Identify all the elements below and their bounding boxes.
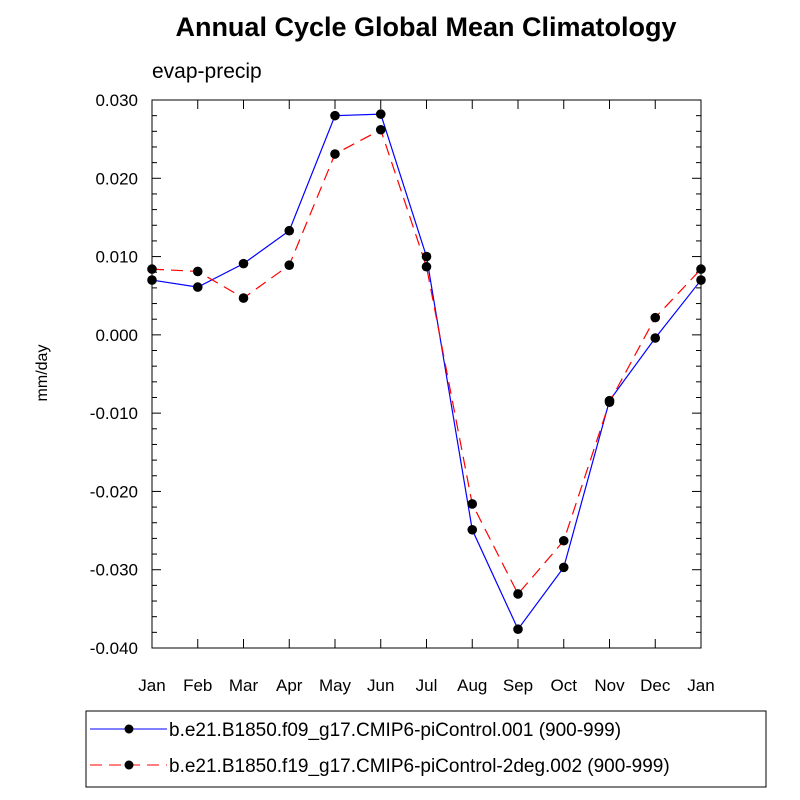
data-point-series-2	[284, 260, 295, 270]
y-tick-label: -0.010	[90, 404, 138, 423]
x-tick-label: Jan	[138, 676, 165, 695]
legend-item-series-2: b.e21.B1850.f19_g17.CMIP6-piControl-2deg…	[90, 756, 670, 777]
data-point-series-2	[330, 149, 340, 159]
y-tick-label: 0.030	[95, 91, 138, 110]
series-line-1	[151, 113, 702, 631]
data-point-series-2	[513, 589, 523, 599]
data-point-series-2	[467, 499, 478, 509]
data-point-series-1	[650, 333, 661, 343]
y-tick-label: -0.020	[90, 482, 138, 501]
x-tick-label: Mar	[229, 676, 259, 695]
y-tick-label: 0.010	[95, 248, 138, 267]
legend-marker-series-1	[124, 724, 134, 734]
y-axis-label: mm/day	[34, 345, 51, 402]
data-point-series-2	[604, 397, 615, 407]
data-point-series-1	[238, 258, 249, 269]
data-point-series-2	[238, 293, 249, 303]
x-tick-label: Feb	[183, 676, 212, 695]
data-point-series-1	[467, 524, 478, 535]
data-point-series-1	[696, 275, 706, 285]
data-point-series-2	[147, 264, 157, 274]
legend-label-series-1: b.e21.B1850.f09_g17.CMIP6-piControl.001 …	[169, 720, 621, 741]
legend-marker-series-2	[124, 760, 134, 770]
x-tick-label: Sep	[503, 676, 533, 695]
x-tick-label: May	[319, 676, 352, 695]
y-tick-label: 0.000	[95, 326, 138, 345]
data-point-series-2	[650, 312, 661, 323]
axis-ticks	[151, 99, 702, 649]
data-point-series-1	[558, 562, 569, 573]
x-tick-labels: Jan Feb Mar Apr May Jun Jul Aug Sep Oct Nov Dec Jan	[138, 676, 714, 695]
series-layer	[147, 109, 706, 635]
data-point-series-2	[192, 266, 203, 277]
data-point-series-1	[513, 624, 523, 635]
series-line-2	[151, 128, 702, 596]
x-tick-label: Aug	[457, 676, 487, 695]
chart-subtitle: evap-precip	[152, 60, 262, 83]
data-point-series-1	[421, 251, 432, 262]
data-point-series-2	[558, 535, 569, 546]
plot-frame	[151, 99, 702, 649]
data-point-series-2	[696, 264, 706, 274]
x-tick-label: Oct	[551, 676, 578, 695]
x-tick-label: Jun	[367, 676, 394, 695]
y-tick-label: -0.040	[90, 639, 138, 658]
x-tick-label: Apr	[276, 676, 303, 695]
data-point-series-2	[375, 124, 386, 135]
data-point-series-1	[330, 110, 340, 121]
legend-item-series-1: b.e21.B1850.f09_g17.CMIP6-piControl.001 …	[90, 720, 621, 741]
data-point-series-1	[284, 225, 295, 236]
data-point-series-1	[375, 109, 386, 119]
y-tick-label: 0.020	[95, 169, 138, 188]
data-point-series-1	[192, 282, 203, 292]
data-point-series-1	[147, 275, 157, 285]
legend-label-series-2: b.e21.B1850.f19_g17.CMIP6-piControl-2deg…	[169, 756, 670, 777]
x-tick-label: Jul	[416, 676, 438, 695]
data-point-series-2	[421, 261, 432, 272]
x-tick-label: Dec	[640, 676, 671, 695]
y-tick-label: -0.030	[90, 561, 138, 580]
legend-box	[85, 710, 767, 788]
x-tick-label: Jan	[687, 676, 714, 695]
chart-title: Annual Cycle Global Mean Climatology	[175, 12, 676, 42]
x-tick-label: Nov	[594, 676, 625, 695]
y-tick-labels: 0.030 0.020 0.010 0.000 -0.010 -0.020 -0.030 -0…	[90, 91, 138, 658]
